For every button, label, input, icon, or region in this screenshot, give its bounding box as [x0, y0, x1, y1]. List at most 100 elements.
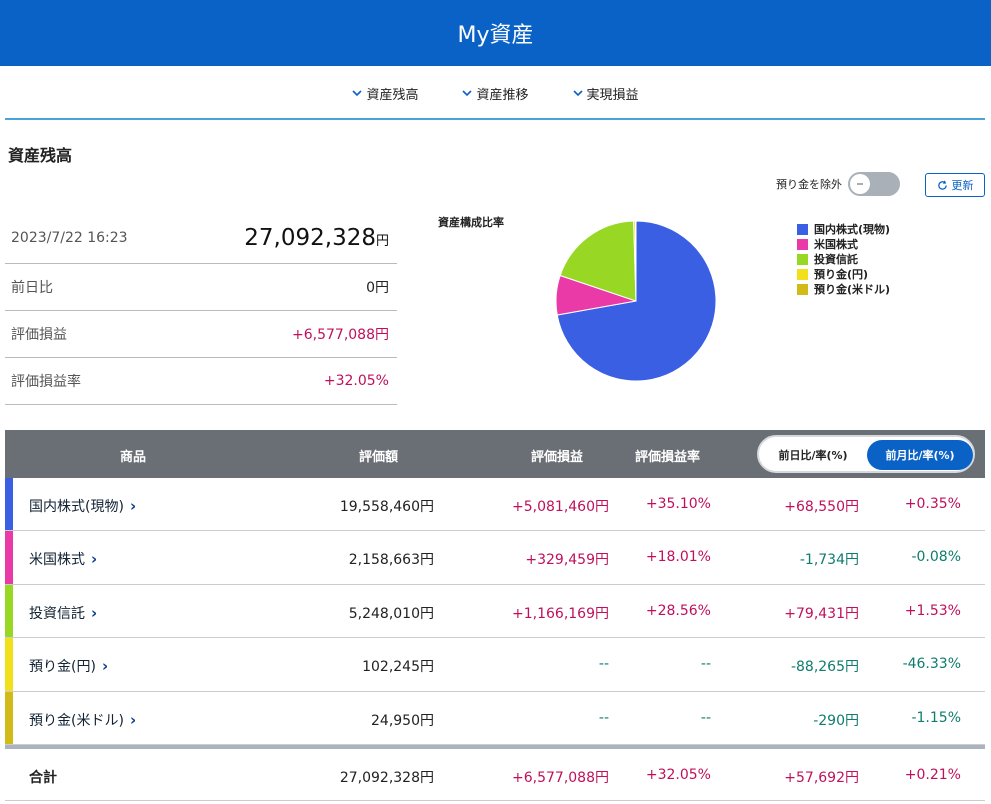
chevron-right-icon: ›	[91, 550, 98, 569]
row-diff: -290円	[813, 712, 859, 729]
table-row[interactable]: 預り金(米ドル) › 24,950円 -- -- -290円 -1.15%	[5, 691, 985, 745]
row-diff: -1,734円	[799, 552, 859, 569]
legend-swatch	[797, 269, 808, 280]
row-pl: +329,459円	[525, 552, 609, 569]
table-row[interactable]: 国内株式(現物) › 19,558,460円 +5,081,460円 +35.10% +6…	[5, 478, 985, 532]
summary-total-value: 27,092,328	[244, 224, 376, 251]
summary-value: 0円	[366, 280, 389, 296]
row-valuation: 19,558,460円	[339, 499, 434, 515]
page-title: My資産	[457, 23, 534, 48]
row-pl-rate: +35.10%	[645, 496, 711, 512]
legend-swatch	[797, 224, 808, 235]
product-name: 預り金(米ドル)	[29, 712, 124, 729]
row-valuation: 2,158,663円	[348, 552, 434, 569]
row-diff: +79,431円	[784, 605, 859, 622]
section-tabs: 資産残高 資産推移 実現損益	[0, 66, 991, 120]
legend-label: 投資信託	[814, 253, 858, 266]
row-diff-rate: +1.53%	[904, 602, 961, 619]
legend-swatch	[797, 239, 808, 250]
row-pl-rate: --	[700, 709, 711, 726]
tab-label: 実現損益	[586, 87, 639, 103]
total-row: 合計 27,092,328円 +6,577,088円 +32.05% +57,6…	[5, 744, 985, 801]
row-valuation: 102,245円	[362, 659, 434, 676]
legend-swatch	[797, 284, 808, 295]
row-product[interactable]: 国内株式(現物) ›	[29, 496, 136, 516]
row-pl: --	[598, 709, 609, 726]
total-diff-rate: +0.21%	[904, 766, 961, 783]
table-row[interactable]: 投資信託 › 5,248,010円 +1,166,169円 +28.56% +79,431…	[5, 584, 985, 639]
daily-change-button[interactable]: 前日比/率(%)	[763, 440, 863, 470]
category-color-bar	[5, 478, 13, 531]
header-product: 商品	[120, 450, 147, 465]
toggle-knob	[850, 174, 870, 194]
summary-label: 評価損益率	[11, 374, 81, 390]
period-toggle: 前日比/率(%) 前月比/率(%)	[757, 435, 975, 473]
row-pl-rate: +28.56%	[645, 602, 711, 619]
chevron-right-icon: ›	[129, 497, 137, 515]
refresh-label: 更新	[951, 179, 974, 192]
allocation-pie-chart	[555, 220, 717, 382]
total-diff: +57,692円	[784, 769, 859, 786]
row-valuation: 24,950円	[371, 712, 434, 729]
tab-asset-balance[interactable]: 資産残高	[352, 84, 418, 103]
exclude-deposit-toggle[interactable]	[848, 172, 900, 196]
legend-label: 預り金(円)	[814, 268, 869, 281]
header-pl: 評価損益	[531, 450, 584, 465]
product-name: 米国株式	[29, 552, 85, 569]
row-pl: +5,081,460円	[512, 499, 609, 515]
legend-item: 国内株式(現物)	[797, 222, 890, 237]
category-color-bar	[5, 531, 13, 584]
row-product[interactable]: 米国株式 ›	[29, 549, 97, 569]
category-color-bar	[5, 691, 13, 744]
row-diff-rate: +0.35%	[904, 496, 961, 512]
chevron-down-icon	[462, 90, 473, 97]
total-valuation: 27,092,328円	[339, 769, 434, 786]
exclude-deposit-label: 預り金を除外	[776, 178, 842, 191]
table-row[interactable]: 米国株式 › 2,158,663円 +329,459円 +18.01% -1,734円 -0…	[5, 531, 985, 585]
legend-label: 預り金(米ドル)	[814, 283, 891, 296]
row-pl: --	[598, 656, 609, 673]
refresh-button[interactable]: 更新	[925, 173, 985, 197]
chevron-right-icon: ›	[129, 710, 137, 729]
holdings-table: 商品 評価額 評価損益 評価損益率 前日比/率(%) 前月比/率(%) 国内株式…	[5, 430, 985, 801]
row-diff: +68,550円	[784, 499, 859, 515]
row-product[interactable]: 投資信託 ›	[29, 603, 97, 623]
summary-value: +6,577,088円	[292, 327, 389, 343]
summary-value: +32.05%	[323, 373, 389, 389]
legend-label: 国内株式(現物)	[814, 223, 891, 236]
row-diff-rate: -1.15%	[911, 709, 961, 726]
tab-label: 資産残高	[366, 87, 419, 103]
chevron-down-icon	[572, 90, 583, 97]
legend-item: 預り金(米ドル)	[797, 282, 890, 297]
row-valuation: 5,248,010円	[348, 605, 434, 622]
summary-label: 評価損益	[11, 327, 67, 343]
header-pl-rate: 評価損益率	[635, 450, 701, 465]
total-label: 合計	[29, 769, 57, 786]
row-diff: -88,265円	[790, 659, 859, 676]
product-name: 国内株式(現物)	[29, 499, 124, 515]
summary-row-pl: 評価損益 +6,577,088円	[5, 311, 397, 358]
summary-datetime: 2023/7/22 16:23	[11, 229, 128, 246]
table-header: 商品 評価額 評価損益 評価損益率 前日比/率(%) 前月比/率(%)	[5, 430, 985, 478]
summary-total-row: 2023/7/22 16:23 27,092,328円	[5, 212, 397, 264]
total-pl-rate: +32.05%	[645, 766, 711, 783]
category-color-bar	[5, 638, 13, 691]
legend-item: 米国株式	[797, 237, 890, 252]
monthly-change-button[interactable]: 前月比/率(%)	[867, 440, 973, 470]
row-diff-rate: -46.33%	[902, 656, 961, 673]
total-pl: +6,577,088円	[512, 769, 609, 786]
pie-slice	[559, 220, 637, 302]
row-product[interactable]: 預り金(米ドル) ›	[29, 710, 136, 730]
tab-realized-pl[interactable]: 実現損益	[572, 84, 639, 103]
summary-label: 前日比	[11, 280, 53, 296]
product-name: 投資信託	[29, 605, 85, 622]
row-pl-rate: --	[700, 656, 711, 673]
chevron-right-icon: ›	[91, 603, 98, 622]
tab-label: 資産推移	[476, 87, 529, 103]
table-row[interactable]: 預り金(円) › 102,245円 -- -- -88,265円 -46.33%	[5, 638, 985, 692]
minus-icon	[857, 183, 863, 185]
tab-asset-trend[interactable]: 資産推移	[462, 84, 529, 103]
row-diff-rate: -0.08%	[911, 549, 961, 566]
summary-total: 27,092,328円	[244, 225, 389, 251]
row-product[interactable]: 預り金(円) ›	[29, 656, 108, 676]
